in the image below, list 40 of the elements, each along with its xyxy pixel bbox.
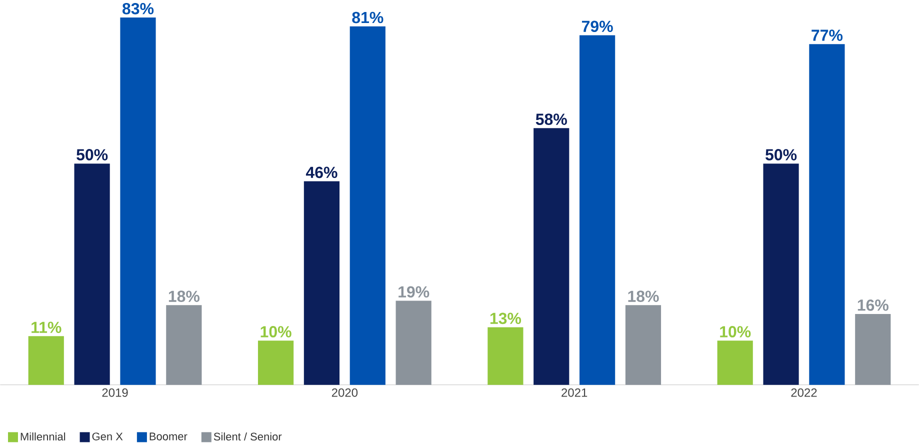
- bar: [74, 164, 110, 385]
- legend-label: Gen X: [92, 432, 123, 440]
- x-tick-label: 2019: [102, 388, 128, 397]
- data-label: 58%: [536, 114, 567, 126]
- bar: [258, 340, 294, 385]
- legend-label: Silent / Senior: [214, 432, 282, 441]
- bar: [534, 128, 570, 385]
- bar: [763, 164, 799, 385]
- x-tick-label: 2020: [332, 388, 358, 397]
- bar: [350, 26, 386, 385]
- data-label: 46%: [306, 166, 338, 178]
- bar: [396, 300, 432, 385]
- data-label: 18%: [168, 290, 200, 302]
- legend-label: Millennial: [20, 432, 66, 441]
- bar: [580, 35, 616, 385]
- data-label: 13%: [490, 312, 522, 324]
- data-label: 77%: [812, 30, 843, 41]
- data-label: 50%: [76, 149, 108, 160]
- bar: [625, 305, 662, 385]
- x-tick-label: 2022: [791, 388, 817, 397]
- bar: [120, 18, 156, 385]
- data-label: 81%: [352, 12, 384, 24]
- data-label: 16%: [858, 300, 888, 311]
- bar: [304, 181, 340, 385]
- legend-label: Boomer: [150, 432, 188, 440]
- bar: [809, 44, 845, 385]
- data-label: 18%: [628, 290, 659, 302]
- bar: [488, 327, 524, 385]
- data-label: 19%: [398, 286, 430, 298]
- data-label: 83%: [122, 3, 154, 14]
- data-label: 10%: [720, 326, 751, 338]
- data-label: 50%: [766, 149, 797, 160]
- bar: [717, 340, 753, 385]
- data-label: 10%: [260, 326, 292, 338]
- bar: [166, 305, 202, 385]
- bar: [28, 336, 64, 385]
- x-tick-label: 2021: [562, 388, 588, 397]
- bar: [855, 314, 891, 385]
- data-label: 11%: [32, 322, 62, 334]
- data-label: 79%: [582, 20, 613, 32]
